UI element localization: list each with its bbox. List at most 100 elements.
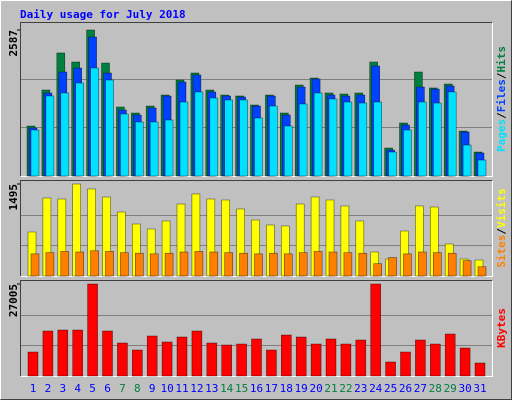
bar: [120, 113, 129, 177]
legend: KBytes: [495, 308, 508, 348]
x-tick-label: 22: [339, 382, 352, 395]
x-tick-label: 3: [59, 382, 66, 395]
bar: [209, 97, 219, 177]
bar: [477, 266, 487, 277]
x-tick-label: 15: [235, 382, 248, 395]
bar: [462, 144, 472, 177]
bar: [328, 98, 338, 177]
bar: [415, 339, 426, 377]
bar: [102, 330, 113, 377]
legend-entry: Pages: [495, 119, 508, 152]
legend-separator: /: [495, 112, 508, 119]
bar: [355, 339, 367, 377]
x-tick-label: 17: [265, 382, 278, 395]
bar: [221, 344, 232, 377]
bar: [343, 252, 353, 277]
x-tick-label: 18: [280, 382, 293, 395]
x-tick-label: 14: [220, 382, 234, 395]
legend-entry: Sites: [495, 235, 508, 268]
bar: [328, 251, 338, 277]
bar: [444, 333, 456, 377]
bar: [269, 105, 278, 177]
bar: [358, 102, 368, 177]
bar: [251, 338, 262, 377]
bar: [75, 251, 84, 277]
bar: [298, 103, 308, 177]
x-tick-label: 7: [119, 382, 126, 395]
x-tick-label: 1: [30, 382, 37, 395]
bar: [45, 95, 55, 177]
bar: [418, 101, 427, 177]
x-tick-label: 24: [369, 382, 383, 395]
bar: [209, 251, 219, 277]
bar: [236, 343, 247, 377]
x-tick-label: 29: [444, 382, 457, 395]
x-tick-label: 13: [205, 382, 218, 395]
x-tick-label: 10: [160, 382, 173, 395]
bar: [60, 251, 70, 277]
bar: [27, 351, 39, 377]
bar: [30, 253, 40, 277]
x-tick-label: 26: [399, 382, 412, 395]
legend-entry: Files: [495, 79, 508, 112]
x-tick-label: 2: [45, 382, 52, 395]
x-tick-label: 16: [250, 382, 263, 395]
bar: [164, 252, 174, 277]
bar: [105, 251, 114, 277]
panel-border-dark: [20, 280, 493, 377]
x-tick-label: 27: [414, 382, 427, 395]
bar: [295, 336, 307, 377]
bar: [388, 257, 397, 277]
x-tick-label: 5: [89, 382, 96, 395]
bar: [403, 253, 412, 277]
bar: [432, 252, 442, 277]
bar: [298, 252, 308, 277]
bar: [194, 91, 204, 177]
bar: [30, 129, 40, 177]
bar: [269, 252, 278, 277]
panel-border-light: [20, 280, 493, 377]
bar: [72, 329, 83, 377]
bar: [135, 121, 144, 177]
bar: [42, 330, 54, 377]
bar: [105, 79, 114, 177]
bar: [120, 252, 129, 277]
bar: [313, 251, 323, 277]
bar: [60, 92, 70, 177]
x-tick-label: 9: [149, 382, 156, 395]
bar: [224, 99, 233, 177]
x-tick-label: 19: [295, 382, 308, 395]
bar: [149, 253, 159, 277]
bar: [90, 250, 99, 277]
legend: Pages/Files/Hits: [495, 46, 508, 152]
legend-entry: Hits: [495, 46, 508, 73]
x-tick-label: 23: [354, 382, 367, 395]
y-tick-label: 1495: [7, 184, 20, 211]
bar: [176, 336, 188, 377]
bar: [239, 252, 248, 277]
y-tick-label: 2587: [7, 30, 20, 57]
legend-separator: /: [495, 72, 508, 79]
x-tick-label: 20: [309, 382, 322, 395]
legend-separator: /: [495, 228, 508, 235]
bar: [179, 251, 189, 277]
bar: [191, 330, 203, 377]
x-tick-label: 8: [134, 382, 141, 395]
bar: [388, 151, 397, 177]
bar: [373, 101, 383, 177]
bar: [266, 349, 277, 377]
bar: [57, 329, 69, 377]
x-tick-label: 11: [175, 382, 188, 395]
bar: [462, 260, 472, 277]
bar: [239, 99, 248, 177]
bar: [179, 101, 189, 177]
y-tick-label: 27005: [7, 284, 20, 317]
bar: [358, 252, 368, 277]
x-tick-label: 4: [74, 382, 81, 395]
bar: [340, 343, 352, 377]
bar: [194, 251, 204, 277]
bar: [224, 252, 233, 277]
bar: [385, 361, 396, 377]
